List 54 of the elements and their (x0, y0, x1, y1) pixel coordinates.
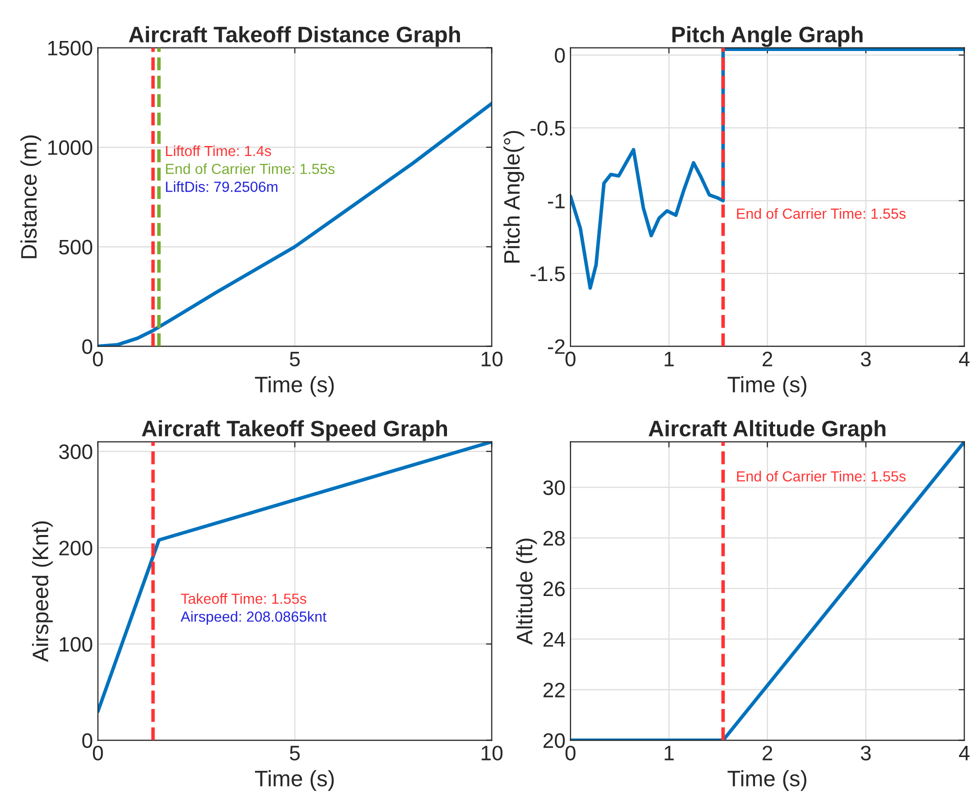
y-tick-label: 200 (59, 540, 92, 556)
chart-title: Aircraft Altitude Graph (648, 420, 886, 441)
y-axis-title: Pitch Angle(°) (503, 130, 524, 263)
y-tick-label: 500 (59, 240, 92, 255)
x-tick-label: 4 (959, 352, 970, 366)
y-tick-label: -0.5 (530, 120, 565, 136)
ref-line-label: End of Carrier Time: 1.55s (737, 470, 906, 482)
x-tick-label: 1 (664, 352, 674, 366)
x-tick-label: 5 (290, 352, 300, 366)
x-axis-title: Time (s) (728, 376, 806, 397)
y-tick-label: 28 (544, 530, 565, 546)
x-tick-label: 2 (762, 352, 772, 366)
x-axis-title: Time (s) (255, 376, 334, 397)
x-tick-label: 0 (92, 746, 103, 760)
y-axis-title: Distance (m) (20, 135, 42, 258)
y-tick-label: 100 (60, 636, 92, 652)
y-tick-label: 22 (544, 682, 565, 698)
y-tick-label: 1000 (48, 140, 92, 156)
x-tick-label: 4 (959, 746, 970, 760)
chart-title: Aircraft Takeoff Speed Graph (142, 420, 447, 441)
y-tick-label: 24 (544, 632, 566, 647)
x-tick-label: 3 (860, 746, 871, 760)
annotation: LiftDis: 79.2506m (166, 181, 278, 192)
x-tick-label: 1 (664, 746, 674, 760)
chart-title: Pitch Angle Graph (672, 26, 863, 47)
chart-title: Aircraft Takeoff Distance Graph (128, 26, 460, 47)
ref-line-label: End of Carrier Time: 1.55s (737, 208, 906, 219)
x-tick-label: 10 (482, 352, 502, 366)
y-axis-title: Airspeed (Knt) (32, 521, 53, 662)
x-tick-label: 2 (762, 746, 772, 760)
y-tick-label: 30 (543, 480, 565, 496)
y-axis-title: Altitude (ft) (516, 538, 537, 645)
ref-line-label: Liftoff Time: 1.4s (166, 145, 272, 156)
y-tick-label: 26 (544, 582, 565, 596)
ref-line-label: End of Carrier Time: 1.55s (166, 163, 335, 174)
y-tick-label: -1.5 (530, 266, 565, 282)
x-axis-title: Time (s) (255, 770, 334, 791)
x-tick-label: 0 (92, 352, 103, 366)
annotation: Airspeed: 208.0865knt (180, 611, 326, 625)
y-tick-label: 300 (59, 444, 92, 460)
y-tick-label: -2 (548, 339, 565, 354)
x-axis-title: Time (s) (728, 770, 806, 791)
x-tick-label: 10 (482, 746, 502, 760)
x-tick-label: 5 (290, 746, 300, 760)
y-tick-label: 0 (82, 733, 92, 748)
annotation: Takeoff Time: 1.55s (180, 593, 306, 604)
x-tick-label: 3 (860, 352, 871, 366)
x-tick-label: 0 (566, 746, 576, 760)
y-tick-label: 0 (82, 339, 92, 354)
y-tick-label: 1500 (48, 40, 92, 56)
y-tick-label: 20 (544, 733, 565, 748)
y-tick-label: -1 (548, 194, 565, 208)
x-tick-label: 0 (566, 352, 576, 366)
y-tick-label: 0 (554, 48, 565, 63)
